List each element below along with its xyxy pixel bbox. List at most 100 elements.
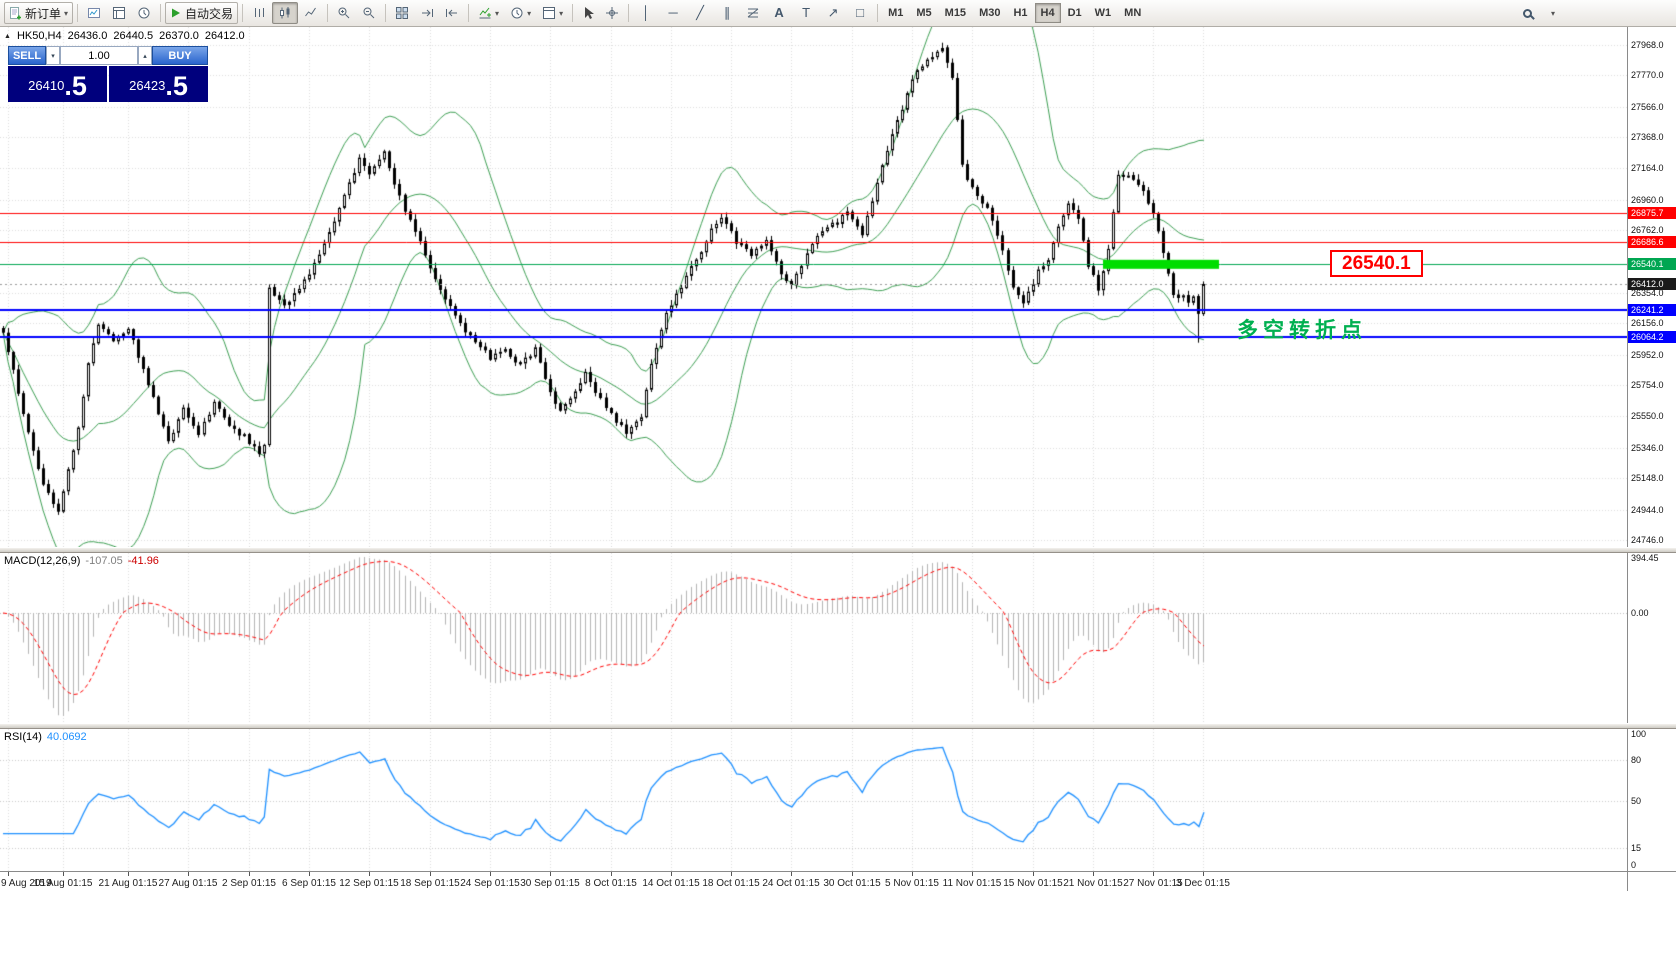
text-tool-button[interactable]: A	[766, 2, 792, 24]
level-price-tag: 26064.2	[1628, 331, 1676, 344]
time-tick	[249, 872, 250, 876]
timeframe-h1[interactable]: H1	[1013, 7, 1028, 19]
main-chart-canvas[interactable]	[0, 27, 1627, 547]
zoom-in-button[interactable]	[332, 2, 356, 24]
level-price-tag: 26686.6	[1628, 235, 1676, 248]
time-tick	[912, 872, 913, 876]
rsi-tick-label: 50	[1631, 795, 1642, 806]
price-tick-label: 27968.0	[1631, 39, 1664, 50]
rsi-plot[interactable]: RSI(14) 40.0692	[0, 729, 1627, 871]
auto-scroll-icon	[420, 6, 434, 20]
tile-windows-button[interactable]	[390, 2, 414, 24]
ask-price-display[interactable]: 26423.5	[109, 66, 208, 102]
time-tick-label: 15 Aug 01:15	[33, 878, 93, 889]
time-tick-label: 24 Oct 01:15	[762, 878, 820, 889]
auto-trading-button[interactable]: 自动交易	[165, 2, 239, 24]
buy-button[interactable]: BUY	[152, 46, 208, 65]
macd-signal-value: -41.96	[127, 555, 159, 567]
price-tick-label: 25346.0	[1631, 442, 1664, 453]
time-tick	[1093, 872, 1094, 876]
horizontal-line-tool-button[interactable]: ─	[660, 2, 686, 24]
volume-decrease-button[interactable]: ▾	[46, 46, 60, 65]
rsi-title: RSI(14) 40.0692	[4, 731, 87, 743]
macd-pane: MACD(12,26,9)-107.05-41.96 394.450.00-70…	[0, 553, 1676, 723]
symbols-dropdown-button[interactable]: ▾	[1542, 2, 1564, 24]
pane-splitter[interactable]	[0, 723, 1676, 729]
timeframe-m5[interactable]: M5	[916, 7, 932, 19]
profiles-button[interactable]	[82, 2, 106, 24]
macd-value: -107.05	[85, 555, 123, 567]
terminal-button[interactable]	[132, 2, 156, 24]
crosshair-button[interactable]	[600, 2, 624, 24]
time-tick	[1153, 872, 1154, 876]
timeframe-w1[interactable]: W1	[1094, 7, 1112, 19]
channel-tool-button[interactable]: ∥	[714, 2, 740, 24]
time-tick	[1203, 872, 1204, 876]
time-tick-label: 14 Oct 01:15	[642, 878, 700, 889]
cursor-button[interactable]	[577, 2, 599, 24]
quote-symbol: HK50,H4	[16, 30, 62, 42]
terminal-icon	[137, 6, 151, 20]
volume-input[interactable]	[60, 46, 138, 65]
time-tick	[550, 872, 551, 876]
toolbar-separator	[877, 4, 879, 22]
arrows-tool-button[interactable]: ↗	[820, 2, 846, 24]
horizontal-line-icon: ─	[668, 5, 678, 20]
volume-increase-button[interactable]: ▴	[138, 46, 152, 65]
chart-bars-button[interactable]	[247, 2, 271, 24]
timeframe-m15[interactable]: M15	[944, 7, 967, 19]
chart-candles-button[interactable]	[272, 2, 299, 24]
level-price-tag: 26241.2	[1628, 304, 1676, 317]
price-tick-label: 26960.0	[1631, 194, 1664, 205]
timeframe-d1[interactable]: D1	[1067, 7, 1082, 19]
time-axis[interactable]: 9 Aug 2019 15 Aug 01:15 21 Aug 01:15 27 Aug…	[0, 871, 1676, 891]
toolbar: 新订单 ▾ 自动交易 ▾ ▾ ▾ │ ─ ╱ ∥	[0, 0, 1676, 27]
rsi-canvas[interactable]	[0, 729, 1627, 871]
macd-axis[interactable]: 394.450.00-706.25	[1627, 553, 1676, 723]
zoom-in-icon	[337, 6, 351, 20]
rsi-axis[interactable]: 100 80 50 15 0	[1627, 729, 1676, 871]
periods-icon	[510, 6, 524, 20]
trendline-tool-button[interactable]: ╱	[687, 2, 713, 24]
search-button[interactable]	[1516, 2, 1538, 24]
timeframe-m30[interactable]: M30	[979, 7, 1001, 19]
templates-button[interactable]: ▾	[537, 2, 568, 24]
price-axis[interactable]: 27968.0 27770.0 27566.0 27368.0 27164.0 26960…	[1627, 27, 1676, 547]
channel-icon: ∥	[723, 5, 731, 20]
navigator-button[interactable]	[107, 2, 131, 24]
toolbar-separator	[242, 4, 244, 22]
price-tick-label: 25148.0	[1631, 473, 1664, 484]
toolbar-separator	[468, 4, 470, 22]
chart-line-button[interactable]	[299, 2, 323, 24]
bid-price-display[interactable]: 26410.5	[8, 66, 107, 102]
timeframe-m1[interactable]: M1	[888, 7, 904, 19]
periods-button[interactable]: ▾	[505, 2, 536, 24]
time-tick	[791, 872, 792, 876]
macd-plot[interactable]: MACD(12,26,9) -107.05 -41.96	[0, 553, 1627, 723]
time-tick-label: 3 Dec 01:15	[1176, 878, 1230, 889]
time-tick-label: 9 Aug 2019	[1, 878, 52, 889]
auto-scroll-button[interactable]	[415, 2, 439, 24]
vertical-line-tool-button[interactable]: │	[633, 2, 659, 24]
macd-canvas[interactable]	[0, 553, 1627, 723]
toolbar-separator	[572, 4, 574, 22]
indicators-button[interactable]: ▾	[473, 2, 504, 24]
text-tool-icon: A	[774, 5, 784, 20]
label-tool-button[interactable]: T	[793, 2, 819, 24]
price-tick-label: 26354.0	[1631, 287, 1664, 298]
sell-button[interactable]: SELL	[8, 46, 46, 65]
timeframe-h4[interactable]: H4	[1034, 3, 1061, 23]
zoom-out-button[interactable]	[357, 2, 381, 24]
fibonacci-tool-button[interactable]	[741, 2, 765, 24]
line-chart-icon	[304, 6, 318, 20]
pane-splitter[interactable]	[0, 547, 1676, 553]
timeframe-mn[interactable]: MN	[1124, 7, 1142, 19]
time-tick-label: 2 Sep 01:15	[222, 878, 276, 889]
new-order-button[interactable]: 新订单 ▾	[4, 2, 74, 24]
new-order-icon	[9, 6, 22, 20]
shapes-tool-button[interactable]: □	[847, 2, 873, 24]
main-plot[interactable]: ▲ HK50,H4 26436.0 26440.5 26370.0 26412.…	[0, 27, 1627, 547]
bottom-strip	[0, 891, 1676, 953]
chart-shift-button[interactable]	[440, 2, 464, 24]
time-tick-label: 12 Sep 01:15	[339, 878, 399, 889]
